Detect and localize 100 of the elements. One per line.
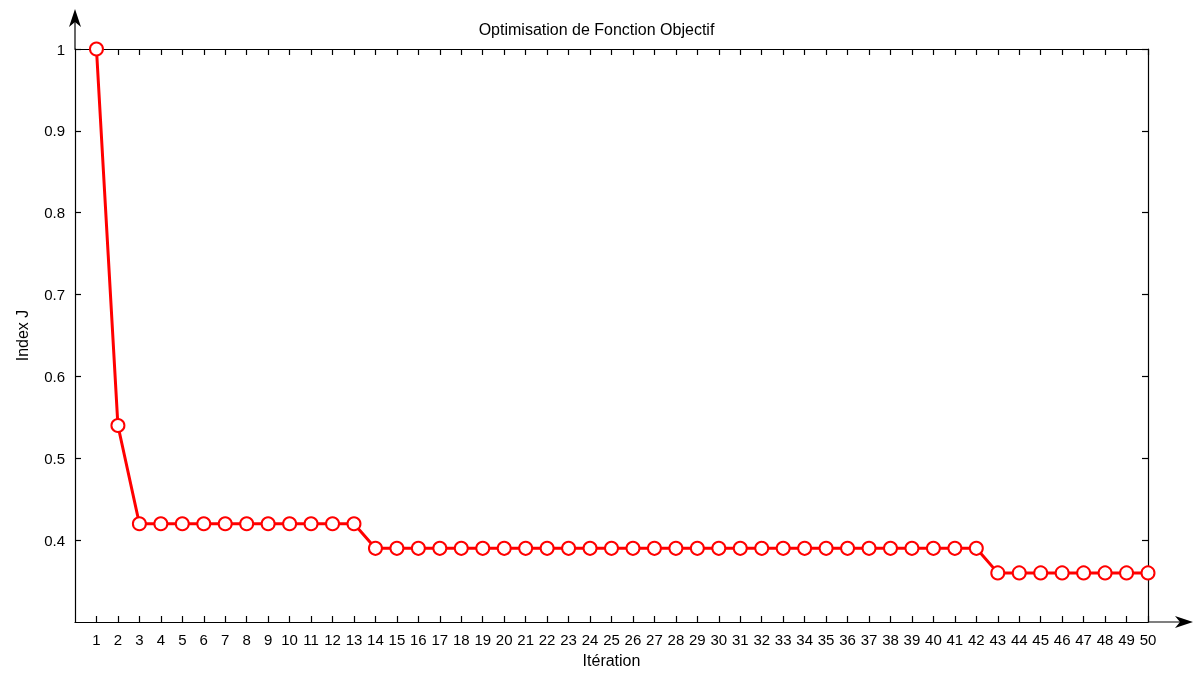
y-tick-label: 0.4	[44, 531, 65, 549]
x-tick-label: 10	[281, 631, 298, 648]
point	[818, 540, 834, 556]
point	[797, 540, 813, 556]
point	[1097, 565, 1113, 581]
x-tick-label: 43	[989, 631, 1007, 648]
point	[496, 540, 512, 556]
x-tick-label: 5	[178, 631, 187, 648]
x-tick-label: 21	[517, 631, 534, 648]
point	[990, 565, 1006, 581]
x-tick-label: 36	[839, 631, 856, 648]
point	[625, 540, 641, 556]
point	[604, 540, 619, 556]
point	[153, 516, 169, 532]
y-tick-label: 0.6	[44, 367, 65, 385]
x-tick-label: 33	[774, 631, 792, 648]
x-tick-label: 18	[452, 631, 470, 648]
point	[968, 540, 984, 556]
point	[711, 540, 727, 556]
point	[453, 540, 469, 556]
y-tick-label: 0.9	[44, 122, 65, 140]
x-tick-label: 47	[1075, 631, 1092, 648]
x-tick-label: 48	[1096, 631, 1114, 648]
point	[110, 418, 126, 434]
point	[539, 540, 555, 556]
x-tick-label: 13	[345, 631, 363, 648]
x-tick-label: 38	[882, 631, 899, 648]
point	[754, 540, 770, 556]
point	[561, 540, 577, 556]
x-tick-label: 37	[860, 631, 878, 648]
point	[904, 540, 920, 556]
y-tick-label: 1	[56, 40, 65, 58]
x-tick-label: 22	[538, 631, 556, 648]
x-tick-label: 11	[303, 631, 319, 648]
x-tick-label: 39	[903, 631, 921, 648]
x-tick-label: 42	[967, 631, 985, 648]
point	[239, 516, 255, 532]
point	[325, 516, 341, 532]
point	[367, 540, 383, 556]
point	[689, 540, 705, 556]
x-tick-label: 26	[624, 631, 642, 648]
point	[1140, 565, 1156, 581]
x-tick-label: 34	[796, 631, 813, 648]
x-tick-label: 44	[1010, 631, 1028, 648]
x-tick-label: 20	[495, 631, 513, 648]
point	[1033, 565, 1049, 581]
x-tick-label: 8	[242, 631, 251, 648]
point	[88, 41, 104, 57]
point	[775, 540, 791, 556]
x-tick-label: 17	[431, 631, 449, 648]
point	[1011, 565, 1027, 581]
x-tick-label: 7	[221, 631, 230, 648]
x-tick-label: 27	[646, 631, 663, 648]
point	[840, 540, 856, 556]
x-tick-label: 46	[1053, 631, 1071, 648]
x-tick-label: 35	[817, 631, 835, 648]
point	[282, 516, 298, 532]
point	[732, 540, 748, 556]
x-tick-label: 29	[689, 631, 706, 648]
point	[1076, 565, 1092, 581]
point	[196, 516, 212, 532]
point	[668, 540, 684, 556]
y-tick-label: 0.8	[44, 204, 65, 222]
point	[947, 540, 963, 556]
x-tick-label: 40	[925, 631, 942, 648]
x-tick-label: 19	[474, 631, 492, 648]
point	[518, 540, 534, 556]
point	[389, 540, 405, 556]
chart-title: Optimisation de Fonction Objectif	[478, 20, 715, 38]
x-tick-label: 14	[367, 631, 384, 648]
x-tick-label: 31	[731, 631, 749, 648]
x-tick-label: 25	[603, 631, 620, 648]
point	[1119, 565, 1135, 581]
x-tick-label: 12	[324, 631, 341, 648]
x-tick-label: 24	[581, 631, 599, 648]
point	[410, 540, 426, 556]
y-tick-label: 0.5	[44, 449, 65, 467]
y-axis-title: Index J	[13, 309, 31, 362]
point	[303, 516, 319, 532]
x-axis-title: Itération	[582, 651, 641, 669]
x-tick-label: 6	[199, 631, 208, 648]
point	[432, 540, 448, 556]
point	[217, 516, 233, 532]
x-tick-label: 16	[410, 631, 427, 648]
x-tick-label: 41	[946, 631, 964, 648]
point	[131, 516, 147, 532]
x-tick-label: 50	[1139, 631, 1157, 648]
x-tick-label: 32	[753, 631, 771, 648]
point	[475, 540, 491, 556]
y-tick-label: 0.7	[44, 286, 65, 304]
point	[861, 540, 877, 556]
point	[1054, 565, 1070, 581]
x-tick-label: 9	[263, 631, 273, 648]
point	[882, 540, 898, 556]
x-tick-label: 15	[388, 631, 406, 648]
x-tick-label: 45	[1032, 631, 1050, 648]
point	[582, 540, 598, 556]
point	[925, 540, 941, 556]
point	[174, 516, 190, 532]
x-tick-label: 4	[156, 631, 166, 648]
